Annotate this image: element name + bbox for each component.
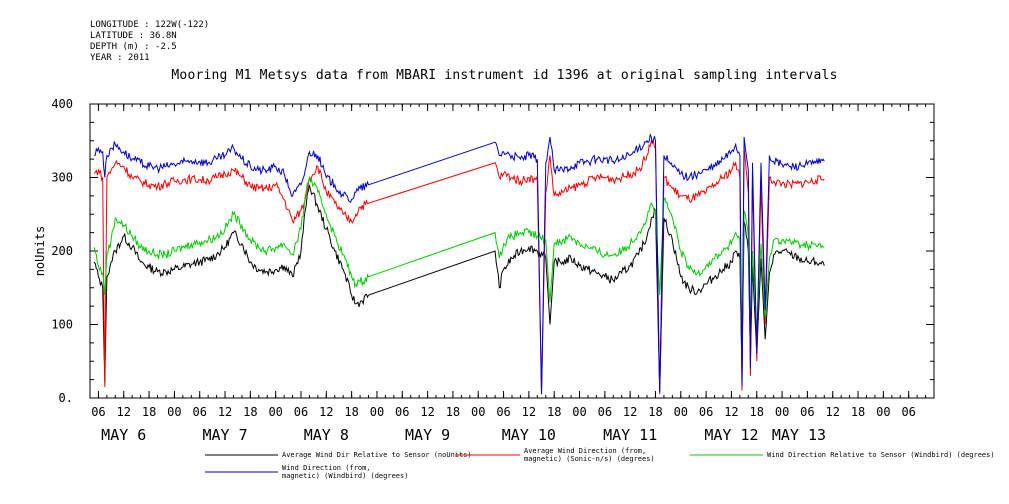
meta-longitude: LONGITUDE : 122W(-122) — [90, 20, 210, 30]
x-tick-label: 18 — [344, 405, 358, 419]
x-day-label: MAY 8 — [304, 426, 349, 444]
legend-label: Wind Direction Relative to Sensor (Windb… — [767, 451, 995, 459]
x-tick-label: 00 — [775, 405, 789, 419]
x-tick-label: 06 — [192, 405, 206, 419]
x-tick-label: 00 — [471, 405, 485, 419]
x-tick-label: 18 — [851, 405, 865, 419]
x-day-label: MAY 12 — [704, 426, 758, 444]
x-day-label: MAY 10 — [502, 426, 556, 444]
x-tick-label: 12 — [825, 405, 839, 419]
y-axis-label: noUnits — [33, 226, 47, 277]
x-tick-label: 06 — [395, 405, 409, 419]
legend-label: magnetic) (Sonic-n/s) (degrees) — [524, 455, 655, 463]
y-tick-label: 300 — [51, 171, 73, 185]
series-line — [94, 133, 825, 395]
x-tick-label: 12 — [117, 405, 131, 419]
x-tick-label: 00 — [674, 405, 688, 419]
series-line — [93, 177, 825, 354]
x-day-label: MAY 11 — [603, 426, 657, 444]
legend-label: Average Wind Direction (from, — [524, 447, 646, 455]
x-tick-label: 18 — [142, 405, 156, 419]
legend-label: Average Wind Dir Relative to Sensor (noU… — [282, 451, 472, 459]
x-tick-label: 12 — [218, 405, 232, 419]
x-day-label: MAY 9 — [405, 426, 450, 444]
x-tick-label: 00 — [572, 405, 586, 419]
x-tick-label: 00 — [370, 405, 384, 419]
x-tick-label: 12 — [623, 405, 637, 419]
x-tick-label: 06 — [294, 405, 308, 419]
x-tick-label: 18 — [547, 405, 561, 419]
x-tick-label: 12 — [724, 405, 738, 419]
x-tick-label: 06 — [496, 405, 510, 419]
y-tick-label: 100 — [51, 318, 73, 332]
x-tick-label: 00 — [876, 405, 890, 419]
meta-depth: DEPTH (m) : -2.5 — [90, 42, 177, 52]
chart-title: Mooring M1 Metsys data from MBARI instru… — [171, 68, 838, 83]
y-tick-label: 200 — [51, 244, 73, 258]
y-tick-label: 0. — [59, 391, 73, 405]
metadata-block: LONGITUDE : 122W(-122) LATITUDE : 36.8N … — [90, 20, 209, 64]
x-day-label: MAY 13 — [772, 426, 826, 444]
y-tick-label: 400 — [51, 97, 73, 111]
x-tick-label: 06 — [901, 405, 915, 419]
legend-label: magnetic) (Windbird) (degrees) — [282, 472, 408, 480]
x-tick-label: 06 — [699, 405, 713, 419]
x-tick-label: 12 — [420, 405, 434, 419]
x-tick-label: 18 — [446, 405, 460, 419]
meta-latitude: LATITUDE : 36.8N — [90, 31, 177, 41]
x-day-label: MAY 6 — [101, 426, 146, 444]
x-tick-label: 00 — [167, 405, 181, 419]
x-tick-label: 18 — [648, 405, 662, 419]
series-line — [93, 139, 825, 395]
x-tick-label: 18 — [243, 405, 257, 419]
x-tick-label: 18 — [750, 405, 764, 419]
x-tick-label: 06 — [91, 405, 105, 419]
x-tick-label: 12 — [319, 405, 333, 419]
meta-year: YEAR : 2011 — [90, 53, 150, 63]
series-line — [93, 184, 825, 391]
x-tick-label: 12 — [522, 405, 536, 419]
x-day-label: MAY 7 — [202, 426, 247, 444]
legend-label: Wind Direction (from, — [282, 464, 371, 472]
x-tick-label: 06 — [800, 405, 814, 419]
x-tick-label: 00 — [268, 405, 282, 419]
x-tick-label: 06 — [598, 405, 612, 419]
plot-frame — [89, 103, 935, 399]
